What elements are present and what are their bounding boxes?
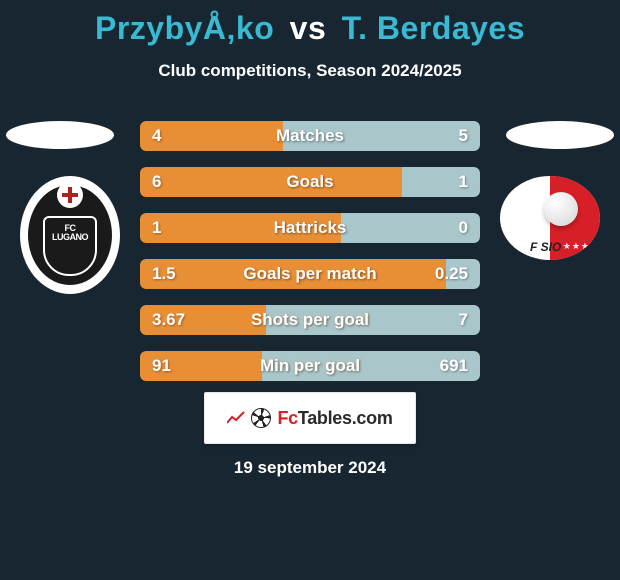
lugano-text: FCLUGANO: [52, 224, 88, 242]
lugano-cross-icon: [68, 187, 72, 203]
player1-name: PrzybyÅ‚ko: [95, 10, 274, 46]
stat-row: Hattricks10: [140, 213, 480, 243]
comparison-title: PrzybyÅ‚ko vs T. Berdayes: [0, 0, 620, 47]
player2-name: T. Berdayes: [342, 10, 525, 46]
stat-bar-left: [140, 167, 402, 197]
stat-value-left: 6: [152, 167, 161, 197]
fctables-logo: FcTables.com: [204, 392, 416, 444]
stat-row: Goals per match1.50.25: [140, 259, 480, 289]
stat-bars: Matches45Goals61Hattricks10Goals per mat…: [140, 121, 480, 397]
stat-value-left: 4: [152, 121, 161, 151]
stat-value-right: 0.25: [435, 259, 468, 289]
lugano-badge: FCLUGANO: [20, 176, 120, 294]
date-text: 19 september 2024: [0, 458, 620, 478]
stat-value-right: 0: [459, 213, 468, 243]
stat-value-left: 3.67: [152, 305, 185, 335]
stat-row: Min per goal91691: [140, 351, 480, 381]
stat-value-left: 1: [152, 213, 161, 243]
sion-ball-icon: [544, 192, 578, 226]
chart-icon: [227, 411, 245, 425]
ball-icon: [251, 408, 271, 428]
club-logo-right: ★★★ F SIO: [500, 176, 600, 260]
sion-stars-icon: ★★★: [563, 241, 590, 252]
player1-name-plate: [6, 121, 114, 149]
stat-row: Goals61: [140, 167, 480, 197]
stat-value-left: 1.5: [152, 259, 176, 289]
stat-bar-right: [266, 305, 480, 335]
stat-value-right: 1: [459, 167, 468, 197]
stat-value-right: 7: [459, 305, 468, 335]
stat-bar-right: [283, 121, 480, 151]
vs-text: vs: [290, 10, 327, 46]
stat-value-right: 5: [459, 121, 468, 151]
stat-bar-right: [402, 167, 480, 197]
stat-bar-left: [140, 213, 341, 243]
stat-value-right: 691: [440, 351, 468, 381]
stat-row: Matches45: [140, 121, 480, 151]
fctables-text: FcTables.com: [277, 408, 392, 429]
stat-bar-left: [140, 259, 446, 289]
sion-text: F SIO: [530, 240, 561, 254]
stat-row: Shots per goal3.677: [140, 305, 480, 335]
subtitle: Club competitions, Season 2024/2025: [0, 61, 620, 81]
club-logo-left: FCLUGANO: [20, 176, 120, 294]
sion-badge: ★★★ F SIO: [500, 176, 600, 260]
fctables-rest: Tables.com: [298, 408, 393, 428]
stat-value-left: 91: [152, 351, 171, 381]
fctables-fc: Fc: [277, 408, 297, 428]
player2-name-plate: [506, 121, 614, 149]
